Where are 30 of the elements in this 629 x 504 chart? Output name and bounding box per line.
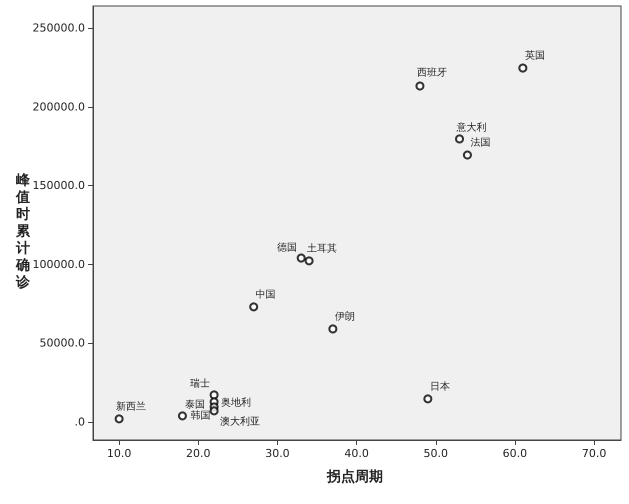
annotation: 中国 [256, 288, 276, 300]
annotation: 韩国 [190, 409, 210, 422]
y-tick-label: .0 [74, 415, 85, 428]
x-tick-label: 10.0 [106, 447, 132, 460]
annotation: 土耳其 [307, 242, 338, 254]
y-tick-label: 100000.0 [32, 258, 85, 271]
x-tick-label: 50.0 [424, 447, 448, 460]
y-tick-label: 250000.0 [32, 22, 85, 35]
annotation: 日本 [430, 380, 450, 392]
annotation: 法国 [470, 136, 490, 149]
annotation: 意大利 [456, 121, 487, 134]
annotation: 英国 [524, 50, 545, 62]
annotation: 泰国 [185, 399, 206, 410]
annotation: 新西兰 [116, 400, 146, 412]
annotation: 伊朗 [334, 310, 355, 322]
annotation: 瑞士 [190, 377, 210, 390]
y-tick-label: 200000.0 [32, 100, 85, 114]
x-tick-label: 30.0 [265, 447, 290, 460]
x-tick-label: 60.0 [502, 447, 528, 460]
annotation: 奥地利 [221, 396, 252, 408]
annotation: 西班牙 [416, 66, 447, 79]
annotation: 德国 [277, 242, 298, 254]
y-tick-label: 50000.0 [40, 336, 85, 350]
x-tick-label: 40.0 [344, 447, 369, 460]
x-axis-title: 拐点周期 [326, 469, 383, 485]
y-axis-title: 峰值时累计确诊 [15, 172, 31, 290]
x-tick-label: 70.0 [582, 447, 606, 460]
annotation: 澳大利亚 [220, 415, 260, 428]
x-tick-label: 20.0 [186, 447, 211, 460]
y-tick-label: 150000.0 [32, 179, 85, 192]
